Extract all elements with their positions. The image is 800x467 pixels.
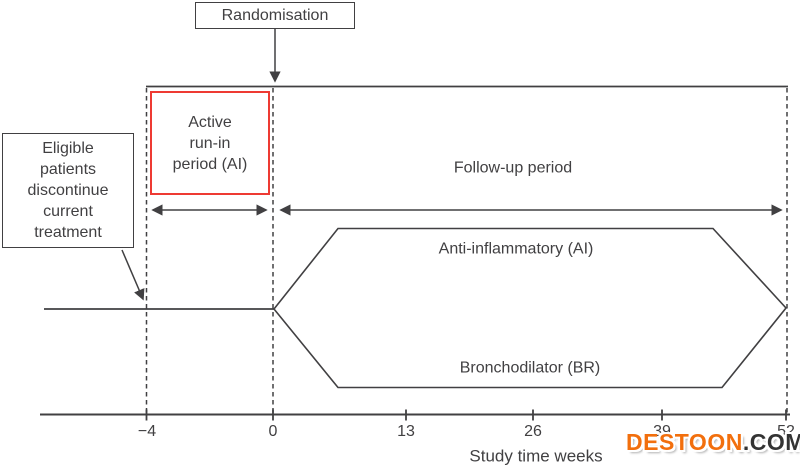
active-run-in-text: Active run-in period (AI) — [172, 113, 248, 173]
active-run-in-box: Active run-in period (AI) — [150, 91, 270, 195]
tick-label-13: 13 — [397, 423, 415, 440]
follow-up-period-label: Follow-up period — [453, 159, 573, 177]
tick-label-minus4: −4 — [137, 423, 157, 440]
watermark-primary-text: DESTOON — [626, 429, 743, 455]
tick-label-26: 26 — [524, 423, 542, 440]
randomisation-label: Randomisation — [221, 7, 329, 24]
arm-label-bronchodilator: Bronchodilator (BR) — [459, 359, 601, 377]
watermark-secondary-text: .COM — [742, 429, 800, 455]
arm-label-anti-inflammatory: Anti-inflammatory (AI) — [438, 240, 594, 258]
x-axis-ticks — [145, 409, 787, 421]
randomisation-box: Randomisation — [195, 2, 355, 29]
tick-label-52: 52 — [777, 423, 795, 440]
x-axis-title: Study time weeks — [469, 446, 603, 466]
treatment-arms-hexagon — [272, 227, 788, 389]
eligible-patients-text: Eligible patients discontinue current tr… — [27, 140, 109, 241]
watermark: DESTOON.COM — [626, 429, 800, 456]
tick-label-39: 39 — [653, 423, 671, 440]
tick-label-0: 0 — [268, 423, 278, 440]
eligible-patients-box: Eligible patients discontinue current tr… — [2, 133, 134, 248]
eligible-patients-arrow — [121, 249, 145, 301]
